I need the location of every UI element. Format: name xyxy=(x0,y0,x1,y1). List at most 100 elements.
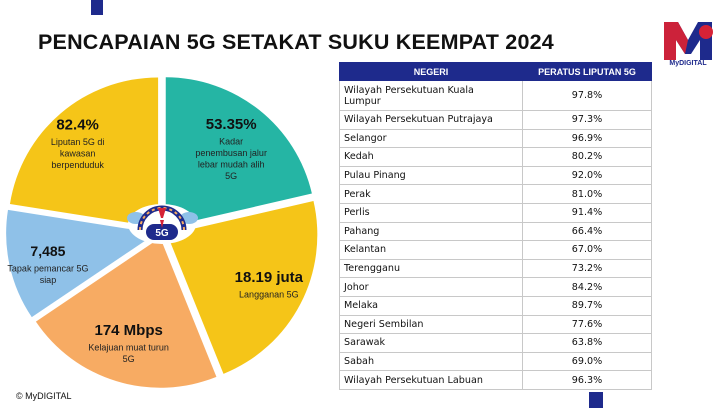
column-header-state: NEGERI xyxy=(339,62,523,81)
bottom-accent-bar xyxy=(589,392,603,408)
center-5g-label: 5G xyxy=(155,228,169,239)
state-name-line: Pahang xyxy=(344,225,380,237)
pie-segment-1 xyxy=(9,77,159,227)
pie-segment-1-label-line: kawasan xyxy=(60,148,96,158)
coverage-value-cell: 96.3% xyxy=(522,370,652,390)
coverage-value-cell: 97.3% xyxy=(522,110,652,130)
state-name-line: Sarawak xyxy=(344,337,386,349)
state-name-line: Negeri Sembilan xyxy=(344,318,424,330)
table-row: Sabah 69.0% xyxy=(339,351,652,372)
pie-segment-4 xyxy=(35,240,217,388)
footer-copyright: © MyDIGITAL xyxy=(16,391,72,401)
state-name-cell: Melaka xyxy=(339,295,523,316)
state-name-cell: Negeri Sembilan xyxy=(339,314,523,335)
logo-text: MyDIGITAL xyxy=(669,60,707,67)
pie-segment-3-value: 18.19 juta xyxy=(235,269,304,286)
top-accent-bar xyxy=(91,0,103,15)
pie-segment-3 xyxy=(169,201,318,374)
coverage-value-cell: 84.2% xyxy=(522,277,652,297)
state-name-cell: Johor xyxy=(339,277,523,297)
state-name-line: Pulau Pinang xyxy=(344,170,406,182)
pie-segment-1-label-line: Liputan 5G di xyxy=(51,137,105,147)
table-row: Pulau Pinang 92.0% xyxy=(339,165,652,186)
state-name-cell: Wilayah Persekutuan Kuala Lumpur xyxy=(339,80,523,111)
pie-segment-5-label-line: siap xyxy=(40,275,57,285)
state-name-cell: Kedah xyxy=(339,147,523,167)
table-row: Wilayah Persekutuan Putrajaya 97.3% xyxy=(339,110,652,130)
state-name-cell: Perak xyxy=(339,184,523,204)
coverage-value-cell: 69.0% xyxy=(522,351,652,372)
pie-segment-4-label-line: Kelajuan muat turun xyxy=(88,343,169,353)
coverage-value-cell: 63.8% xyxy=(522,333,652,353)
coverage-value-cell: 92.0% xyxy=(522,165,652,186)
state-name-cell: Wilayah Persekutuan Putrajaya xyxy=(339,110,523,130)
pie-segment-4-value: 174 Mbps xyxy=(94,322,162,339)
state-name-line: Melaka xyxy=(344,300,378,312)
coverage-value-cell: 89.7% xyxy=(522,295,652,316)
table-row: Sarawak 63.8% xyxy=(339,333,652,353)
state-coverage-table: NEGERI PERATUS LIPUTAN 5G Wilayah Persek… xyxy=(339,62,652,390)
state-name-line: Terengganu xyxy=(344,263,401,275)
state-name-line: Wilayah Persekutuan Labuan xyxy=(344,374,483,386)
table-row: Perlis 91.4% xyxy=(339,202,652,223)
state-name-cell: Sabah xyxy=(339,351,523,372)
coverage-value-cell: 67.0% xyxy=(522,240,652,260)
pie-segment-2 xyxy=(165,77,312,227)
coverage-value-cell: 80.2% xyxy=(522,147,652,167)
table-row: Johor 84.2% xyxy=(339,277,652,297)
pie-segment-2-label-line: 5G xyxy=(225,171,237,181)
pie-segment-2-label-line: Kadar xyxy=(219,136,243,146)
table-row: Wilayah Persekutuan Kuala Lumpur 97.8% xyxy=(339,80,652,111)
state-name-cell: Pahang xyxy=(339,221,523,242)
state-name-line: Sabah xyxy=(344,356,375,368)
table-row: Kedah 80.2% xyxy=(339,147,652,167)
state-name-cell: Wilayah Persekutuan Labuan xyxy=(339,370,523,390)
page-title: PENCAPAIAN 5G SETAKAT SUKU KEEMPAT 2024 xyxy=(38,30,554,54)
table-row: Wilayah Persekutuan Labuan 96.3% xyxy=(339,370,652,390)
table-row: Melaka 89.7% xyxy=(339,295,652,316)
pie-segment-4-label-line: 5G xyxy=(123,354,135,364)
coverage-value-cell: 91.4% xyxy=(522,202,652,223)
coverage-value-cell: 96.9% xyxy=(522,128,652,149)
state-name-line: Perak xyxy=(344,188,371,200)
state-name-line: Johor xyxy=(344,281,369,293)
state-name-line: Selangor xyxy=(344,132,387,144)
table-row: Negeri Sembilan 77.6% xyxy=(339,314,652,335)
state-name-line: Lumpur xyxy=(344,95,381,107)
coverage-value-cell: 81.0% xyxy=(522,184,652,204)
pie-segment-5-label-line: Tapak pemancar 5G xyxy=(7,263,88,273)
pie-segment-2-label-line: penembusan jalur xyxy=(195,148,267,158)
pie-segment-3-label-line: Langganan 5G xyxy=(239,289,299,299)
table-row: Selangor 96.9% xyxy=(339,128,652,149)
pie-segment-5 xyxy=(6,209,152,318)
state-name-cell: Sarawak xyxy=(339,333,523,353)
pie-segment-2-label-line: lebar mudah alih xyxy=(198,159,265,169)
coverage-value-cell: 66.4% xyxy=(522,221,652,242)
state-name-cell: Perlis xyxy=(339,202,523,223)
coverage-value-cell: 77.6% xyxy=(522,314,652,335)
table-row: Pahang 66.4% xyxy=(339,221,652,242)
pie-segment-2-value: 53.35% xyxy=(206,116,257,133)
state-name-line: Wilayah Persekutuan Putrajaya xyxy=(344,114,493,126)
state-name-cell: Kelantan xyxy=(339,240,523,260)
table-row: Terengganu 73.2% xyxy=(339,258,652,279)
pie-segment-5-value: 7,485 xyxy=(30,243,65,259)
state-name-line: Wilayah Persekutuan Kuala xyxy=(344,84,474,96)
state-name-cell: Selangor xyxy=(339,128,523,149)
coverage-value-cell: 97.8% xyxy=(522,80,652,111)
state-name-cell: Pulau Pinang xyxy=(339,165,523,186)
table-row: Perak 81.0% xyxy=(339,184,652,204)
coverage-value-cell: 73.2% xyxy=(522,258,652,279)
5g-cloud-icon xyxy=(127,204,198,244)
state-name-line: Kelantan xyxy=(344,244,387,256)
pie-segment-1-value: 82.4% xyxy=(56,116,99,133)
state-name-line: Perlis xyxy=(344,207,370,219)
mydigital-logo-icon xyxy=(664,22,713,60)
table-row: Kelantan 67.0% xyxy=(339,240,652,260)
state-name-line: Kedah xyxy=(344,151,374,163)
table-header-row: NEGERI PERATUS LIPUTAN 5G xyxy=(339,62,652,81)
state-name-cell: Terengganu xyxy=(339,258,523,279)
pie-segment-1-label-line: berpenduduk xyxy=(51,160,104,170)
column-header-coverage: PERATUS LIPUTAN 5G xyxy=(522,62,652,81)
